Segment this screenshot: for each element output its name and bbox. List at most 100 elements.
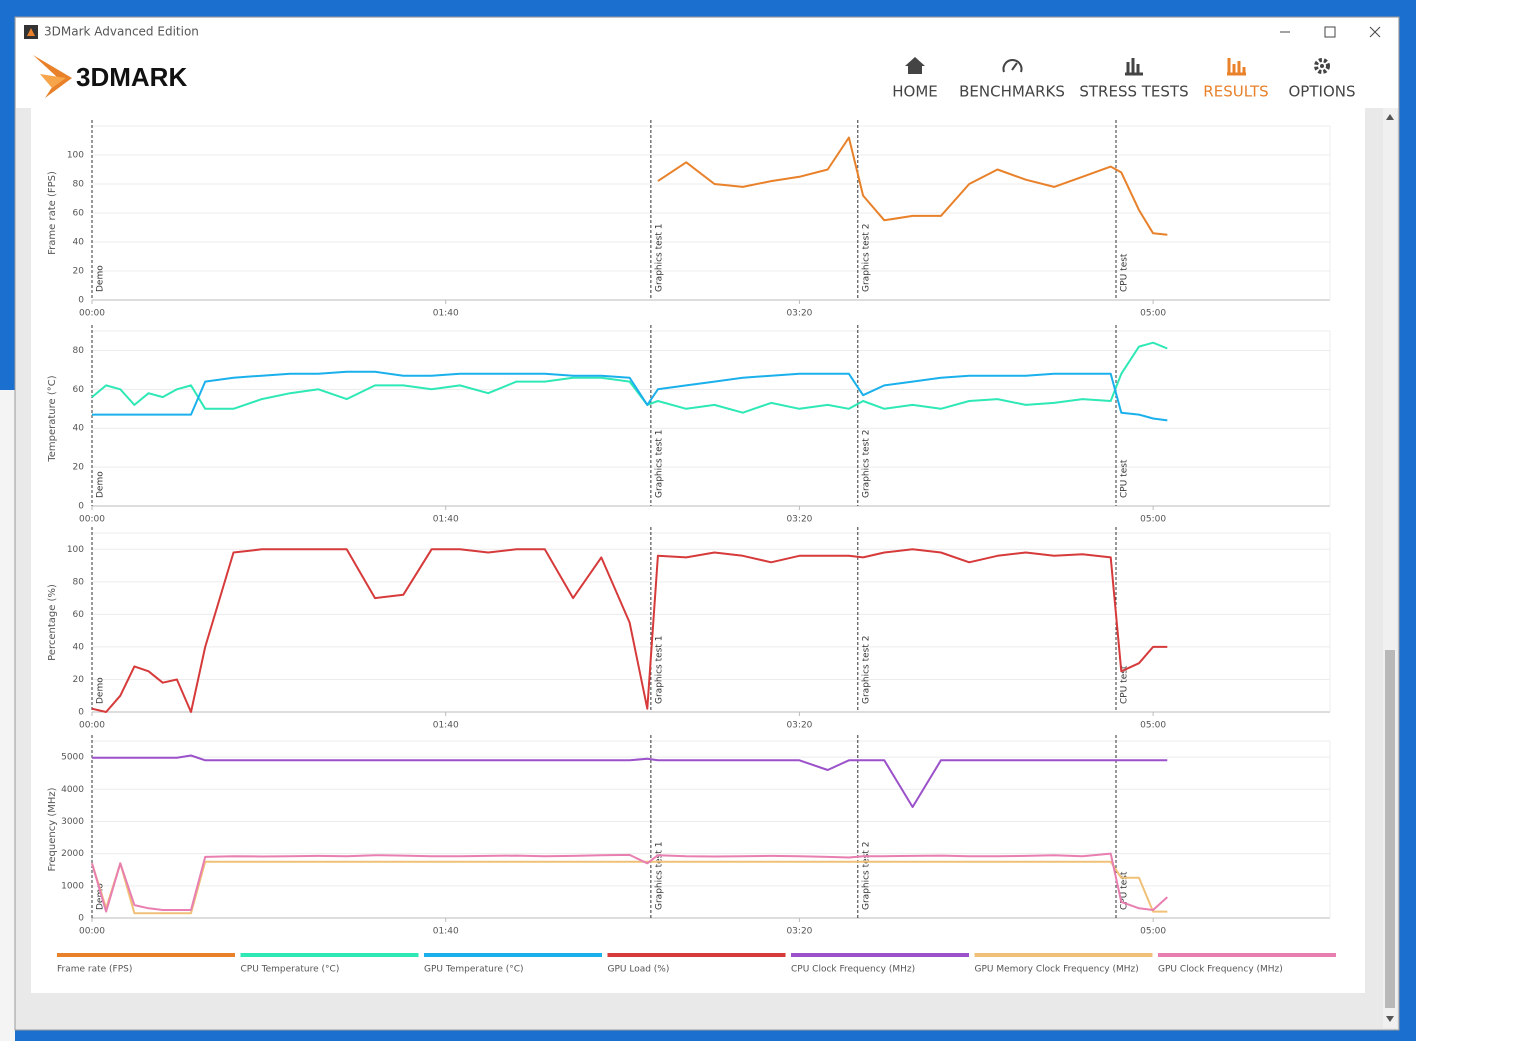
test-marker-label: Demo	[96, 677, 106, 704]
y-axis-label: Temperature (°C)	[47, 375, 58, 462]
series-line	[92, 370, 1168, 422]
y-tick-label: 2000	[61, 849, 84, 859]
y-tick-label: 60	[73, 209, 85, 219]
nav-item[interactable]: OPTIONS	[1289, 83, 1356, 101]
test-marker-label: CPU test	[1120, 253, 1130, 292]
benchmarks-needle	[1011, 62, 1018, 71]
explorer-window	[0, 390, 15, 1041]
chart: 0 1000 2000 3000 4000 5000 00:00 01:40 03:20 05:0…	[47, 735, 1331, 937]
x-tick-label: 00:00	[79, 515, 105, 525]
y-tick-label: 20	[73, 267, 85, 277]
home-icon	[905, 57, 925, 74]
y-tick-label: 1000	[61, 881, 84, 891]
test-marker-label: Demo	[96, 883, 106, 910]
legend-swatch	[240, 953, 419, 957]
series-line	[92, 754, 1168, 808]
legend-swatch	[791, 953, 969, 957]
options-icon-center	[1320, 64, 1324, 68]
scrollbar-thumb[interactable]	[1385, 650, 1395, 1008]
x-tick-label: 05:00	[1140, 515, 1166, 525]
legend-label: Frame rate (FPS)	[57, 965, 132, 975]
app-icon-mark	[27, 28, 35, 36]
chart: 0 20 40 60 80 00:00 01:40 03:20 05:00 Temperature…	[47, 325, 1331, 525]
x-tick-label: 03:20	[786, 515, 812, 525]
y-tick-label: 100	[67, 151, 84, 161]
y-tick-label: 80	[73, 577, 85, 587]
x-tick-label: 05:00	[1140, 721, 1166, 731]
y-tick-label: 20	[73, 463, 85, 473]
test-marker-label: CPU test	[1120, 459, 1130, 498]
x-tick-label: 01:40	[433, 721, 459, 731]
series-line	[91, 852, 1168, 913]
x-tick-label: 01:40	[433, 309, 459, 319]
benchmarks-icon	[1002, 59, 1023, 73]
test-marker-label: Graphics test 2	[861, 430, 871, 498]
y-axis-label: Percentage (%)	[47, 584, 58, 661]
test-marker-label: Graphics test 1	[654, 430, 664, 498]
x-tick-label: 00:00	[79, 309, 105, 319]
y-tick-label: 80	[73, 346, 85, 356]
legend-swatch	[1158, 953, 1336, 957]
x-tick-label: 05:00	[1140, 309, 1166, 319]
nav-item[interactable]: HOME	[892, 83, 938, 101]
legend-label: GPU Memory Clock Frequency (MHz)	[975, 965, 1139, 975]
scroll-up[interactable]	[1386, 114, 1394, 120]
nav-item[interactable]: RESULTS	[1203, 83, 1268, 101]
y-axis-label: Frame rate (FPS)	[47, 171, 58, 255]
series-line	[91, 860, 1168, 915]
series-line	[91, 341, 1168, 414]
test-marker-label: Graphics test 1	[654, 224, 664, 292]
y-tick-label: 100	[67, 545, 84, 555]
test-marker-label: Graphics test 2	[861, 842, 871, 910]
test-marker-label: Graphics test 2	[861, 636, 871, 704]
y-tick-label: 0	[78, 502, 84, 512]
test-marker-label: Graphics test 1	[654, 842, 664, 910]
chart: 0 20 40 60 80 100 00:00 01:40 03:20 05:00 Frame ra…	[47, 120, 1331, 319]
test-marker-label: CPU test	[1120, 871, 1130, 910]
y-tick-label: 60	[73, 610, 85, 620]
y-tick-label: 20	[73, 675, 85, 685]
y-tick-label: 4000	[61, 785, 84, 795]
legend-swatch	[57, 953, 235, 957]
results-panel	[31, 108, 1365, 993]
test-marker-label: CPU test	[1120, 665, 1130, 704]
options-icon	[1314, 58, 1330, 74]
x-tick-label: 03:20	[786, 927, 812, 937]
y-tick-label: 40	[73, 642, 85, 652]
logo-text: 3DMARK	[76, 62, 187, 92]
nav-item[interactable]: BENCHMARKS	[959, 83, 1065, 101]
y-tick-label: 80	[73, 180, 85, 190]
y-tick-label: 5000	[61, 753, 84, 763]
x-tick-label: 00:00	[79, 721, 105, 731]
x-tick-label: 01:40	[433, 927, 459, 937]
test-marker-label: Demo	[96, 265, 106, 292]
scroll-down[interactable]	[1386, 1016, 1394, 1022]
y-tick-label: 40	[73, 424, 85, 434]
x-tick-label: 05:00	[1140, 927, 1166, 937]
y-tick-label: 60	[73, 385, 85, 395]
y-tick-label: 0	[78, 914, 84, 924]
chart: 0 20 40 60 80 100 00:00 01:40 03:20 05:00 Percenta…	[47, 527, 1331, 731]
logo-mark	[33, 55, 72, 98]
legend-swatch	[607, 953, 786, 957]
x-tick-label: 00:00	[79, 927, 105, 937]
series-line	[657, 136, 1168, 236]
maximize-button[interactable]	[1324, 26, 1336, 38]
y-tick-label: 3000	[61, 817, 84, 827]
app-header	[16, 18, 1398, 108]
stress-icon	[1125, 58, 1143, 76]
results-icon	[1227, 58, 1246, 76]
test-marker-label: Graphics test 1	[654, 636, 664, 704]
close-button[interactable]	[1369, 26, 1381, 38]
legend-label: GPU Clock Frequency (MHz)	[1158, 965, 1283, 975]
x-tick-label: 01:40	[433, 515, 459, 525]
legend-label: GPU Load (%)	[608, 965, 670, 975]
nav-item[interactable]: STRESS TESTS	[1079, 83, 1188, 101]
x-tick-label: 03:20	[786, 309, 812, 319]
legend-label: GPU Temperature (°C)	[424, 965, 524, 975]
logo-mark-inner	[40, 74, 66, 88]
series-line	[91, 548, 1168, 713]
test-marker-label: Demo	[96, 471, 106, 498]
